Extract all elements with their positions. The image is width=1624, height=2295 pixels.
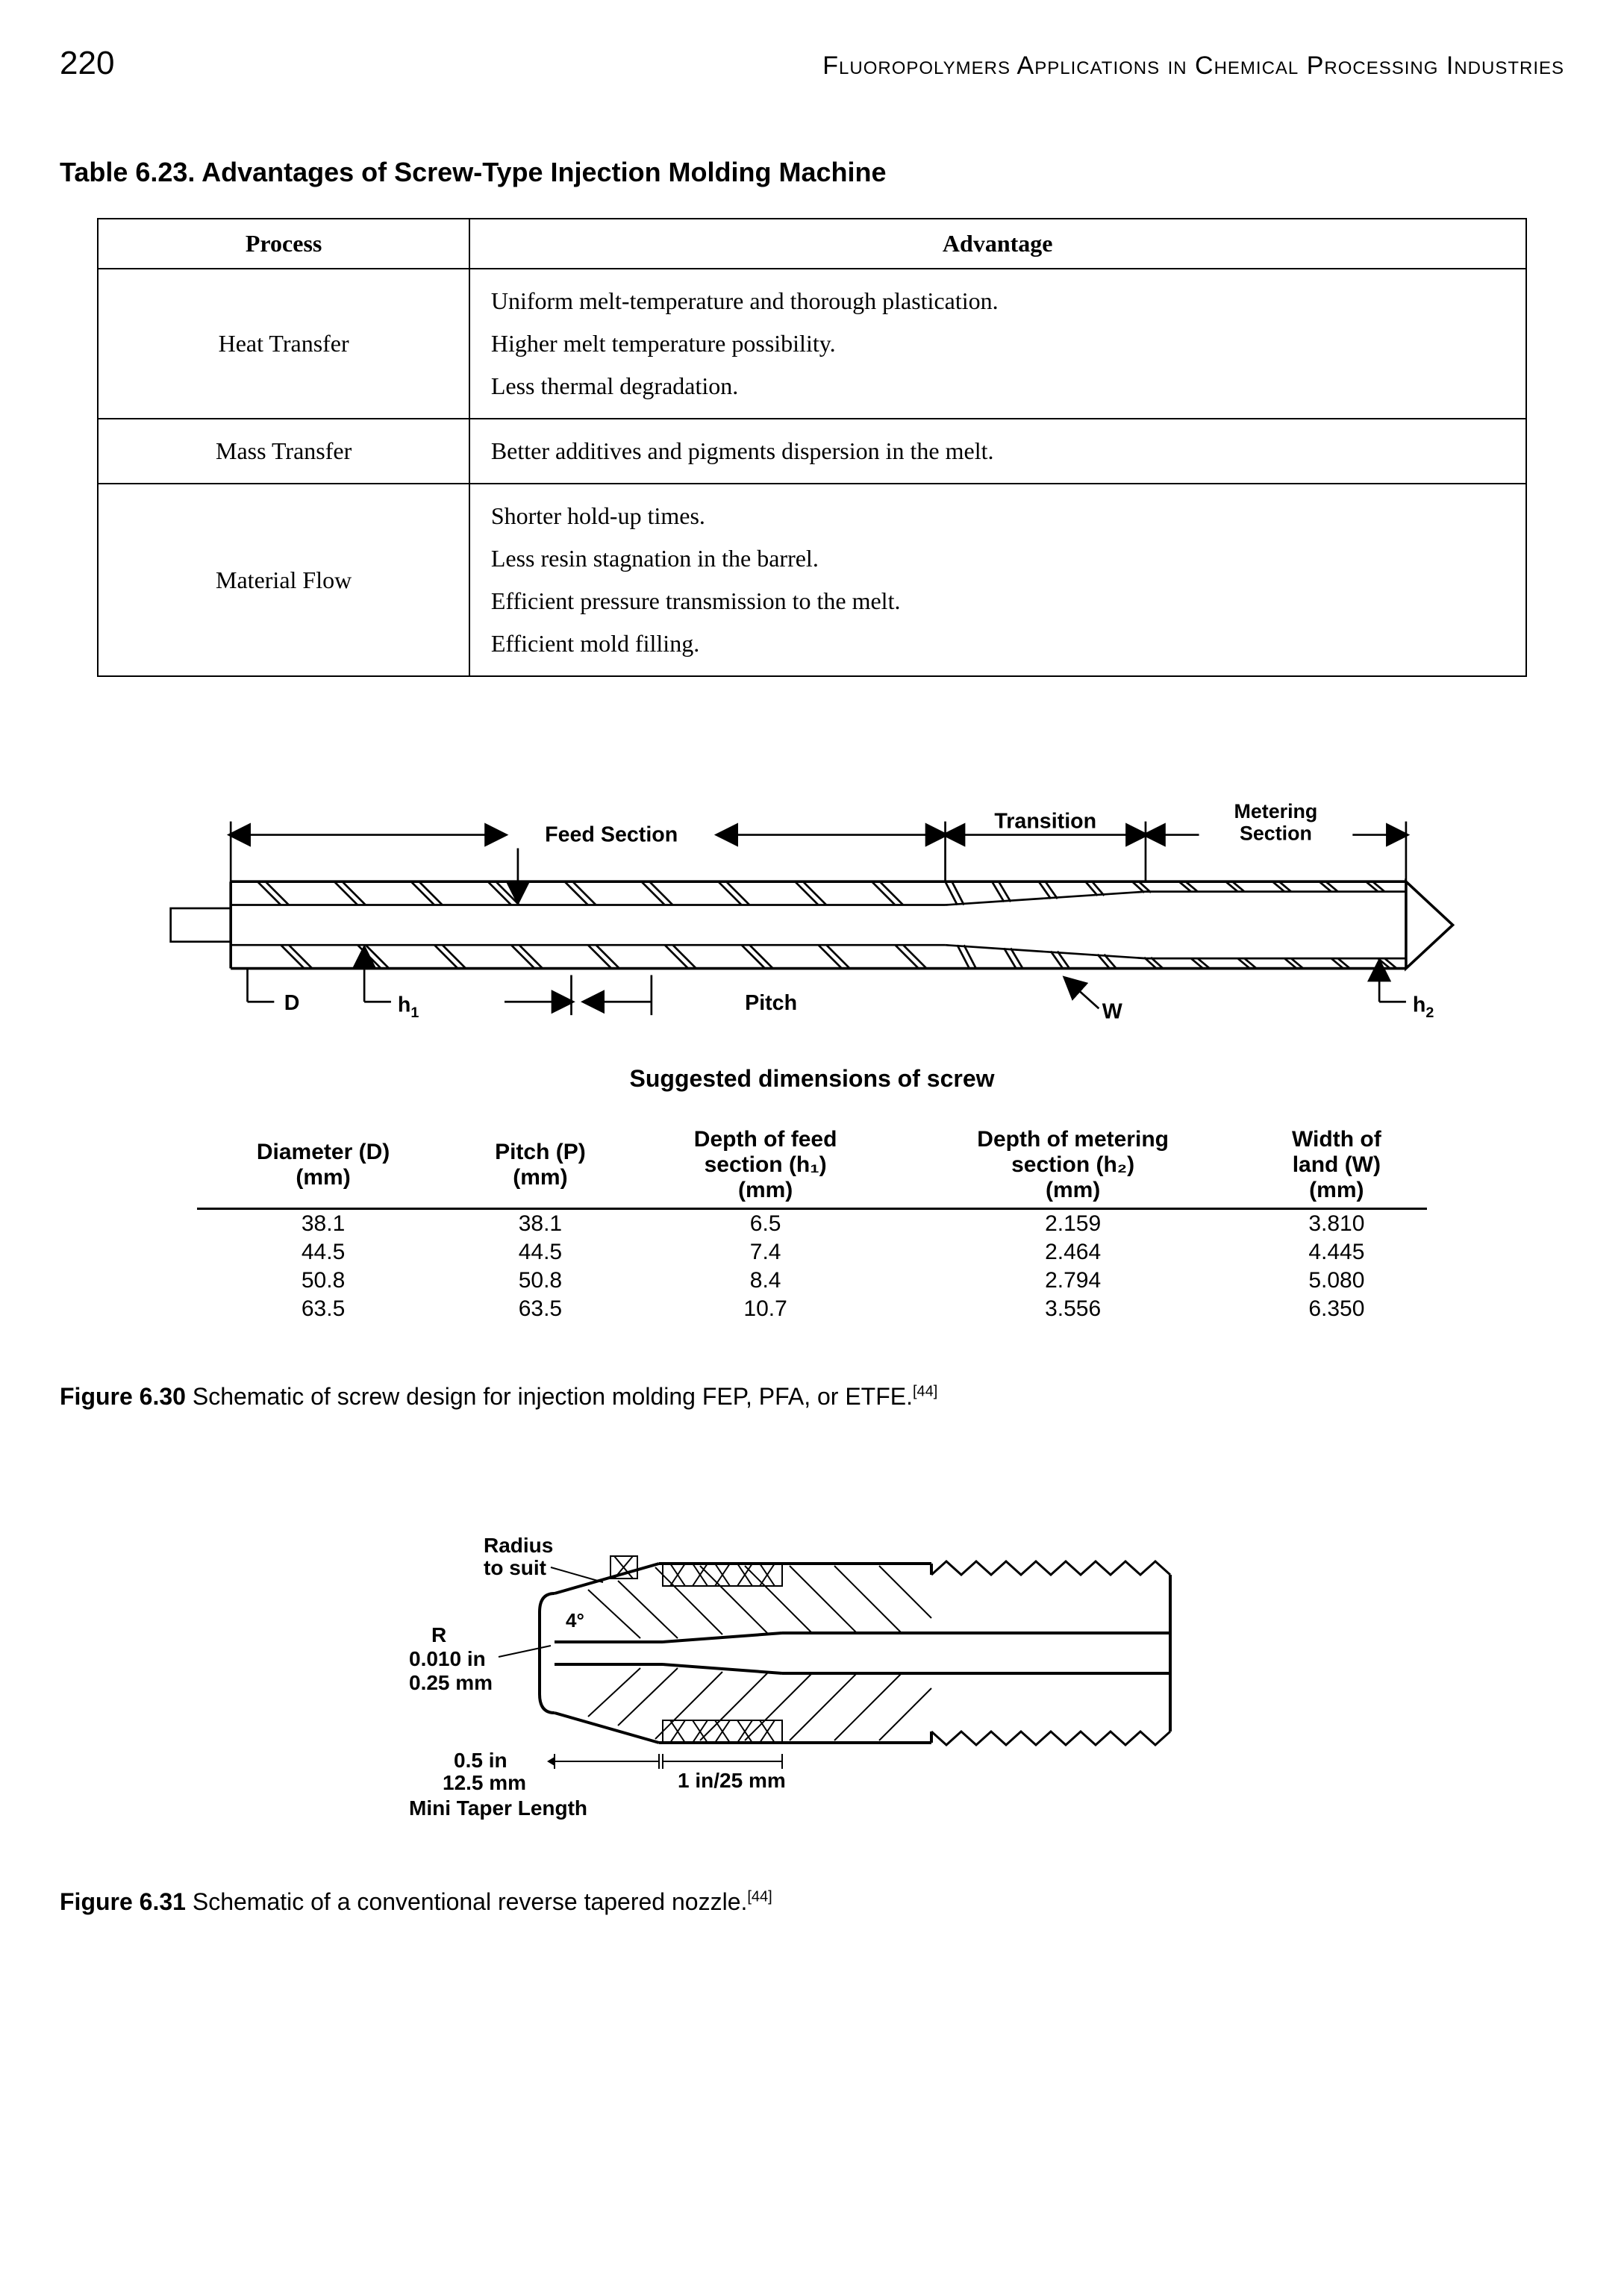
label-h2: h2 bbox=[1413, 993, 1434, 1021]
label-radius: Radius bbox=[484, 1534, 553, 1557]
label-h1: h1 bbox=[398, 993, 419, 1021]
table-6-23-title: Table 6.23. Advantages of Screw-Type Inj… bbox=[60, 157, 1564, 188]
dim-subtitle: Suggested dimensions of screw bbox=[97, 1065, 1526, 1093]
label-feed: Feed Section bbox=[546, 823, 678, 847]
label-pitch: Pitch bbox=[746, 991, 798, 1015]
running-head: Fluoropolymers Applications in Chemical … bbox=[822, 51, 1564, 81]
dimensions-table: Diameter (D)(mm)Pitch (P)(mm)Depth of fe… bbox=[197, 1122, 1426, 1323]
label-R1: R bbox=[431, 1623, 446, 1646]
advantage-cell: Uniform melt-temperature and thorough pl… bbox=[469, 269, 1526, 419]
dim-col: Pitch (P)(mm) bbox=[449, 1122, 632, 1209]
label-R2: 0.010 in bbox=[409, 1647, 486, 1670]
dim-row: 63.563.510.73.5566.350 bbox=[197, 1295, 1426, 1323]
label-radius2: to suit bbox=[484, 1556, 546, 1579]
label-R3: 0.25 mm bbox=[409, 1671, 493, 1694]
dim-col: Diameter (D)(mm) bbox=[197, 1122, 449, 1209]
dim-row: 50.850.88.42.7945.080 bbox=[197, 1267, 1426, 1295]
dim-row: 38.138.16.52.1593.810 bbox=[197, 1209, 1426, 1239]
col-process: Process bbox=[98, 219, 469, 269]
col-advantage: Advantage bbox=[469, 219, 1526, 269]
label-land: 1 in/25 mm bbox=[678, 1769, 786, 1792]
page-number: 220 bbox=[60, 45, 114, 82]
figure-6-30: Feed Section Transition Metering Section… bbox=[97, 781, 1526, 1323]
process-cell: Heat Transfer bbox=[98, 269, 469, 419]
dim-col: Depth of feedsection (h₁)(mm) bbox=[631, 1122, 899, 1209]
label-metering2: Section bbox=[1240, 822, 1312, 845]
process-cell: Mass Transfer bbox=[98, 419, 469, 484]
label-angle: 4° bbox=[566, 1609, 584, 1632]
figure-6-30-caption: Figure 6.30 Schematic of screw design fo… bbox=[60, 1383, 1564, 1411]
dim-row: 44.544.57.42.4644.445 bbox=[197, 1238, 1426, 1267]
label-D: D bbox=[284, 991, 300, 1015]
process-cell: Material Flow bbox=[98, 484, 469, 676]
table-6-23: Process Advantage Heat TransferUniform m… bbox=[97, 218, 1526, 677]
screw-diagram: Feed Section Transition Metering Section… bbox=[97, 781, 1526, 1035]
label-W: W bbox=[1102, 1000, 1122, 1024]
label-taper1: 0.5 in bbox=[454, 1749, 508, 1772]
label-transition: Transition bbox=[995, 810, 1097, 834]
dim-col: Depth of meteringsection (h₂)(mm) bbox=[899, 1122, 1246, 1209]
label-taper2: 12.5 mm bbox=[443, 1771, 526, 1794]
figure-6-31-caption: Figure 6.31 Schematic of a conventional … bbox=[60, 1888, 1564, 1916]
dim-col: Width ofland (W)(mm) bbox=[1246, 1122, 1426, 1209]
figure-6-31: Radius to suit R 0.010 in 0.25 mm 4° 0.5… bbox=[364, 1523, 1260, 1836]
advantage-cell: Better additives and pigments dispersion… bbox=[469, 419, 1526, 484]
advantage-cell: Shorter hold-up times.Less resin stagnat… bbox=[469, 484, 1526, 676]
label-metering: Metering bbox=[1234, 800, 1318, 822]
label-taper-title: Mini Taper Length bbox=[409, 1796, 587, 1820]
